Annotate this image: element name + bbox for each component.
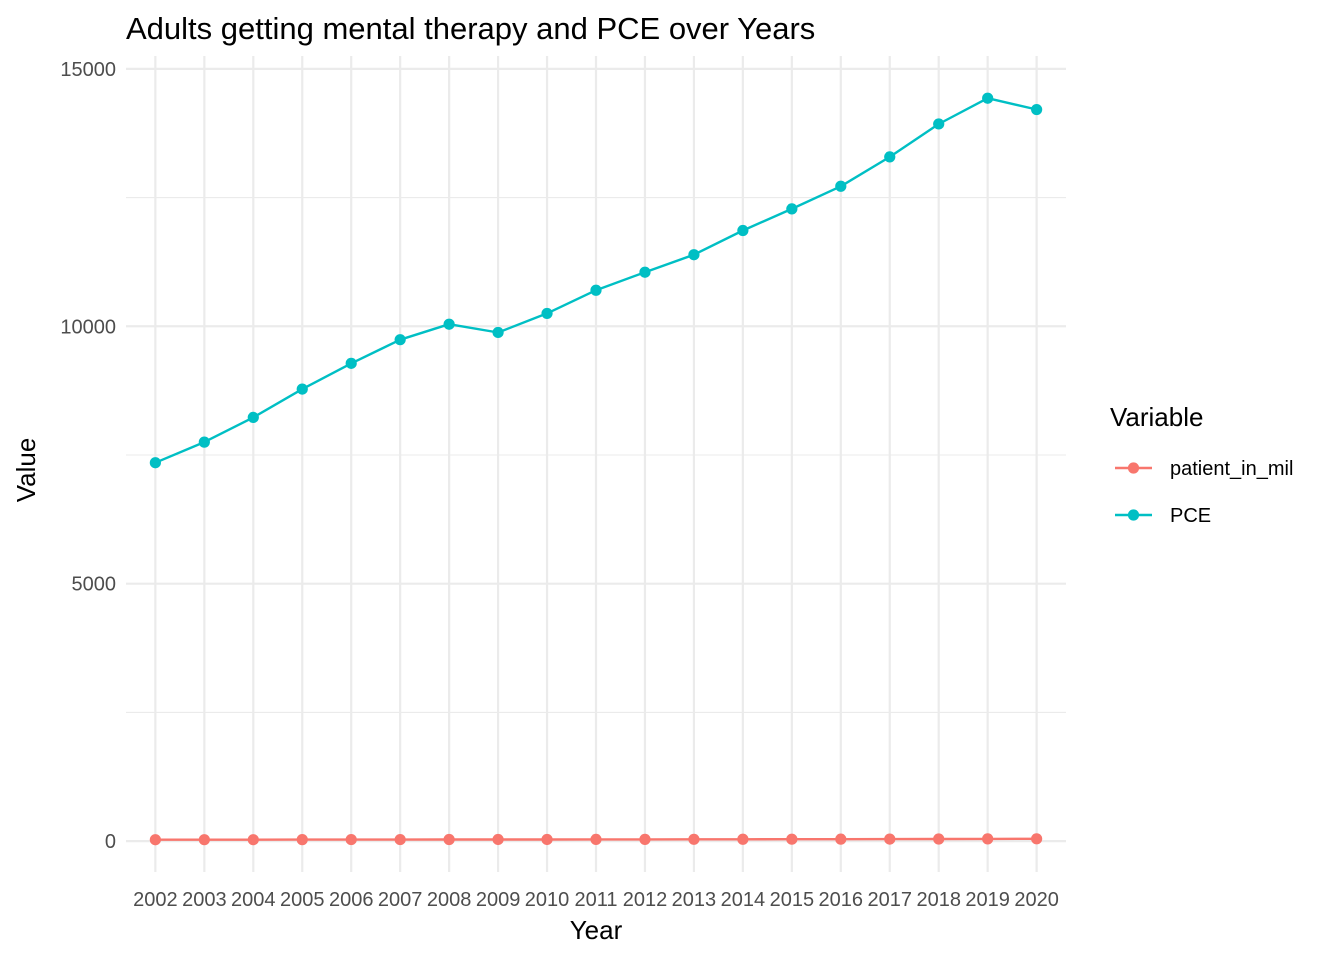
x-tick-label: 2014 (721, 889, 766, 911)
x-tick-label: 2013 (672, 889, 717, 911)
x-tick-label: 2002 (133, 889, 178, 911)
x-tick-label: 2020 (1014, 889, 1059, 911)
data-point (198, 834, 210, 846)
data-point (1031, 103, 1043, 116)
x-tick-label: 2010 (525, 889, 570, 911)
data-point (394, 833, 406, 846)
data-point (639, 266, 651, 278)
data-point (933, 833, 945, 845)
data-point (884, 833, 896, 845)
legend-label: PCE (1170, 505, 1211, 527)
data-point (247, 834, 259, 846)
data-point (639, 833, 651, 845)
x-tick-label: 2011 (574, 889, 617, 911)
x-tick-label: 2015 (770, 889, 815, 911)
y-tick-label: 10000 (60, 316, 116, 338)
data-point (443, 318, 455, 330)
data-point (835, 180, 847, 192)
x-axis-ticks: 2002 2003 2004 2005 2006 2007 2008 2009 2010 2011… (133, 889, 1059, 911)
x-tick-label: 2008 (427, 889, 472, 911)
data-point (590, 284, 602, 296)
data-point (394, 334, 406, 346)
legend-title: Variable (1110, 402, 1203, 432)
legend-label: patient_in_mil (1170, 458, 1293, 480)
x-tick-label: 2012 (623, 889, 668, 911)
y-tick-label: 15000 (60, 59, 116, 81)
data-point (933, 118, 945, 130)
data-point (198, 436, 210, 448)
data-point (786, 203, 798, 215)
y-tick-label: 5000 (72, 574, 117, 596)
data-point (541, 833, 553, 846)
x-tick-label: 2004 (231, 889, 276, 911)
series-layer (149, 92, 1043, 846)
data-point (247, 411, 259, 424)
x-tick-label: 2003 (182, 889, 227, 911)
data-point (296, 834, 308, 846)
data-point (541, 307, 553, 320)
data-point (492, 326, 504, 339)
data-point (296, 383, 308, 395)
gridlines (126, 56, 1066, 872)
legend-key-point (1127, 462, 1140, 474)
data-point (737, 224, 749, 237)
x-tick-label: 2018 (916, 889, 961, 911)
data-point (345, 833, 357, 846)
data-point (884, 151, 896, 163)
y-axis-ticks: 0 5000 10000 15000 (60, 59, 116, 853)
x-tick-label: 2019 (965, 889, 1010, 911)
x-tick-label: 2006 (329, 889, 374, 911)
x-axis-title: Year (570, 915, 623, 945)
data-point (786, 833, 798, 845)
series-patient_in_mil (149, 833, 1043, 846)
legend-item: PCE (1115, 505, 1211, 527)
data-point (737, 833, 749, 845)
data-point (982, 92, 994, 104)
data-point (688, 833, 700, 845)
x-tick-label: 2009 (476, 889, 521, 911)
legend-key-point (1127, 509, 1140, 521)
data-point (982, 833, 994, 845)
legend: Variable patient_in_mil PCE (1110, 402, 1293, 527)
data-point (443, 833, 455, 846)
legend-item: patient_in_mil (1115, 458, 1293, 480)
series-PCE (149, 92, 1043, 469)
data-point (590, 833, 602, 846)
data-point (492, 833, 504, 846)
y-axis-title: Value (11, 438, 41, 503)
data-point (835, 833, 847, 845)
x-tick-label: 2016 (819, 889, 864, 911)
data-point (149, 457, 161, 469)
x-tick-label: 2017 (868, 889, 913, 911)
data-point (688, 249, 700, 261)
data-point (1031, 833, 1043, 845)
chart-title: Adults getting mental therapy and PCE ov… (126, 11, 815, 46)
data-point (345, 357, 357, 369)
y-tick-label: 0 (105, 831, 116, 853)
data-point (149, 834, 161, 846)
x-tick-label: 2007 (378, 889, 423, 911)
x-tick-label: 2005 (280, 889, 325, 911)
